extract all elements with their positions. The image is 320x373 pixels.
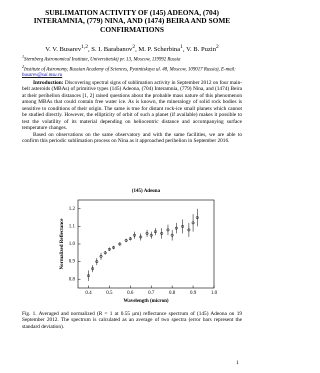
author-name: M. P. Scherbina <box>138 46 181 54</box>
data-point <box>107 247 111 251</box>
data-point <box>170 233 174 237</box>
x-tick-label: 1.0 <box>211 291 218 296</box>
data-point <box>174 226 178 230</box>
affiliation-sup: 2 <box>22 63 25 69</box>
data-point <box>191 221 195 225</box>
affiliation-text: Institute of Astronomy, Russian Academy … <box>24 67 236 73</box>
data-point <box>187 228 191 232</box>
author-sup: 2 <box>132 44 136 50</box>
paragraph: Based on observations on the same observ… <box>22 132 242 145</box>
data-point <box>195 216 199 220</box>
y-tick-label: 1.0 <box>69 242 76 247</box>
x-tick-label: 0.9 <box>190 291 197 296</box>
author-sup: 1 <box>180 44 183 50</box>
page-number: 1 <box>236 360 239 366</box>
body: Introduction: Discovering spectral signs… <box>22 80 242 145</box>
plot-frame <box>77 199 215 289</box>
affiliation: 1Sternberg Astronomical Institute, Unive… <box>22 54 242 64</box>
data-point <box>124 239 128 242</box>
affiliations: 1Sternberg Astronomical Institute, Unive… <box>22 54 242 79</box>
author-name: S. I. Barabanov <box>91 46 133 54</box>
page: SUBLIMATION ACTIVITY OF (145) ADEONA, (7… <box>22 8 242 366</box>
y-tick-label: 0.8 <box>69 277 76 282</box>
caption: Fig. 1. Averaged and normalized (R = 1 a… <box>22 311 242 330</box>
x-tick-label: 0.6 <box>127 291 134 296</box>
paragraph: Introduction: Discovering spectral signs… <box>22 80 242 132</box>
data-point <box>99 254 103 258</box>
y-tick-label: 0.9 <box>69 260 76 265</box>
figure: (145) Adeona 0.4 0.5 0.6 0.7 0.8 0.9 1.0 0.8 0.9 1… <box>60 189 218 304</box>
paper-title: SUBLIMATION ACTIVITY OF (145) ADEONA, (7… <box>33 8 231 34</box>
author-name: V. V. Busarev <box>45 46 82 54</box>
data-point <box>91 267 95 271</box>
data-point <box>133 233 136 237</box>
data-point <box>128 237 132 241</box>
paragraph-text: Based on observations on the same observ… <box>22 131 242 145</box>
affiliation: 2Institute of Astronomy, Russian Academy… <box>22 64 242 80</box>
data-point <box>118 242 122 246</box>
data-point <box>95 260 99 264</box>
data-point <box>160 231 164 235</box>
x-tick-label: 0.4 <box>85 291 92 296</box>
affiliation-text: Sternberg Astronomical Institute, Univer… <box>24 57 181 63</box>
email: busarev@sai.msu.ru <box>22 73 63 79</box>
data-point <box>87 274 90 278</box>
y-tick-label: 1.2 <box>69 207 76 212</box>
data-point <box>149 233 153 237</box>
author-sup: 2 <box>216 44 219 50</box>
data-point <box>153 230 157 234</box>
author-sup: 1,2 <box>81 44 88 50</box>
x-axis-label: Wavelength (micron) <box>123 299 168 304</box>
paragraph-text: Discovering spectral signs of sublimatio… <box>22 80 242 132</box>
section-heading: Introduction: <box>33 80 64 86</box>
data-point <box>145 231 149 235</box>
author-name: V. B. Puzin <box>186 46 217 54</box>
y-tick-label: 1.1 <box>69 225 76 230</box>
chart-title: (145) Adeona <box>132 189 161 194</box>
data-point <box>103 251 107 255</box>
affiliation-sup: 1 <box>22 54 25 59</box>
data-point <box>139 235 143 239</box>
data-point <box>166 228 170 232</box>
x-tick-label: 0.8 <box>169 291 176 296</box>
authors: V. V. Busarev1,2, S. I. Barabanov2, M. P… <box>45 44 219 54</box>
y-axis-label: Normalized Reflectance <box>60 218 65 270</box>
x-tick-label: 0.7 <box>148 291 155 296</box>
data-point <box>181 224 185 228</box>
data-point <box>112 246 116 249</box>
x-tick-label: 0.5 <box>106 291 113 296</box>
